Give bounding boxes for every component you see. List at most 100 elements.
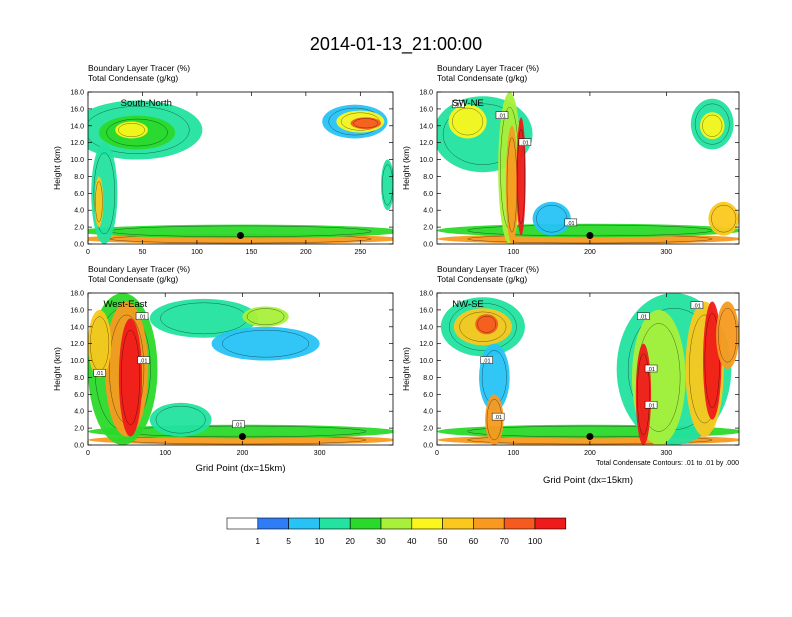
contour-label-box (137, 356, 150, 364)
panel-2: Boundary Layer Tracer (%)Total Condensat… (52, 264, 394, 474)
x-tick-label: 0 (435, 450, 439, 457)
y-tick-label: 12.0 (70, 341, 84, 348)
x-tick-label: 150 (246, 249, 258, 256)
condensate-contour (88, 106, 190, 154)
y-tick-label: 0.0 (74, 443, 84, 450)
contour-label: .01 (647, 367, 655, 373)
contour-label-box (637, 312, 650, 320)
colorbar-label: 10 (315, 536, 325, 546)
contour-label: .01 (640, 315, 648, 321)
x-tick-label: 300 (314, 450, 326, 457)
contour-label: .01 (96, 371, 104, 377)
contour-label: .01 (521, 141, 529, 147)
contour-label: .01 (647, 403, 655, 409)
section-label: South-North (121, 98, 172, 109)
tracer-blob (118, 318, 143, 437)
panel-title-line2: Total Condensate (g/kg) (437, 73, 527, 83)
y-axis-label: Height (km) (401, 146, 411, 190)
section-label: NW-SE (452, 299, 484, 310)
x-tick-label: 200 (584, 450, 596, 457)
colorbar-cell (503, 517, 536, 530)
tracer-blob (716, 301, 739, 369)
location-marker (238, 433, 246, 441)
y-tick-label: 0.0 (423, 242, 433, 249)
colorbar-cell (473, 517, 505, 530)
tracer-blob (211, 326, 320, 361)
section-label: SW-NE (452, 98, 484, 109)
contour-label: .01 (138, 315, 146, 321)
tracer-blob (532, 201, 571, 236)
y-tick-label: 12.0 (419, 140, 433, 147)
x-tick-label: 50 (139, 249, 147, 256)
tracer-blob (700, 112, 725, 140)
y-tick-label: 14.0 (70, 324, 84, 331)
tracer-blob (88, 309, 112, 378)
colorbar: 1 5 10 20 30 40 50 60 70 100 (226, 517, 567, 546)
tracer-blob (149, 298, 258, 338)
tracer-blob (88, 224, 393, 239)
y-tick-label: 2.0 (74, 225, 84, 232)
panel-title-line1: Boundary Layer Tracer (%) (88, 63, 190, 73)
panel-title-line2: Total Condensate (g/kg) (88, 274, 178, 284)
tracer-blob (516, 117, 526, 236)
y-tick-label: 8.0 (423, 375, 433, 382)
condensate-contour (106, 118, 168, 147)
colorbar-label: 5 (286, 536, 291, 546)
condensate-contour (702, 114, 723, 137)
page-title: 2014-01-13_21:00:00 (310, 34, 482, 55)
x-tick-label: 100 (191, 249, 203, 256)
y-tick-label: 16.0 (419, 307, 433, 314)
condensate-contour (459, 311, 507, 342)
colorbar-cell (411, 517, 443, 530)
y-tick-label: 16.0 (70, 106, 84, 113)
y-tick-label: 18.0 (70, 90, 84, 97)
y-tick-label: 2.0 (423, 426, 433, 433)
y-tick-label: 4.0 (423, 208, 433, 215)
colorbar-label: 30 (376, 536, 386, 546)
panel-title-line2: Total Condensate (g/kg) (88, 73, 178, 83)
y-tick-label: 18.0 (70, 291, 84, 298)
y-tick-label: 10.0 (419, 157, 433, 164)
shaded-field (88, 92, 393, 244)
x-tick-label: 100 (508, 450, 520, 457)
y-axis-label: Height (km) (401, 347, 411, 391)
tracer-blob (635, 343, 652, 445)
condensate-contour (517, 128, 526, 224)
panel-title-line2: Total Condensate (g/kg) (437, 274, 527, 284)
condensate-contour (353, 118, 379, 129)
y-tick-label: 14.0 (419, 324, 433, 331)
y-tick-label: 4.0 (74, 409, 84, 416)
y-tick-label: 8.0 (74, 375, 84, 382)
y-tick-label: 8.0 (423, 174, 433, 181)
condensate-contour (694, 103, 730, 145)
y-tick-label: 12.0 (70, 140, 84, 147)
condensate-contour (93, 152, 116, 235)
shaded-field: .01 .01 .01 .01 (437, 92, 739, 244)
y-tick-label: 4.0 (423, 409, 433, 416)
y-tick-label: 8.0 (74, 174, 84, 181)
colorbar-label: 20 (345, 536, 355, 546)
x-tick-label: 0 (86, 249, 90, 256)
y-tick-label: 6.0 (74, 392, 84, 399)
condensate-contour (120, 329, 140, 425)
x-tick-label: 100 (508, 249, 520, 256)
x-tick-label: 200 (300, 249, 312, 256)
contour-label-box (644, 364, 658, 373)
y-tick-label: 14.0 (70, 123, 84, 130)
x-tick-label: 200 (584, 249, 596, 256)
y-tick-label: 16.0 (419, 106, 433, 113)
contour-label: .01 (235, 423, 243, 429)
condensate-contour (95, 181, 103, 223)
colorbar-label: 60 (469, 536, 479, 546)
tracer-blob (94, 176, 104, 228)
contour-label: .01 (494, 415, 502, 421)
tracer-blob (448, 104, 487, 139)
x-tick-label: 300 (661, 450, 673, 457)
location-marker (237, 232, 244, 240)
contour-label: .01 (693, 304, 701, 310)
plot-frame (87, 91, 394, 245)
tracer-blob (115, 121, 148, 139)
colorbar-label: 50 (438, 536, 448, 546)
y-tick-label: 10.0 (419, 358, 433, 365)
